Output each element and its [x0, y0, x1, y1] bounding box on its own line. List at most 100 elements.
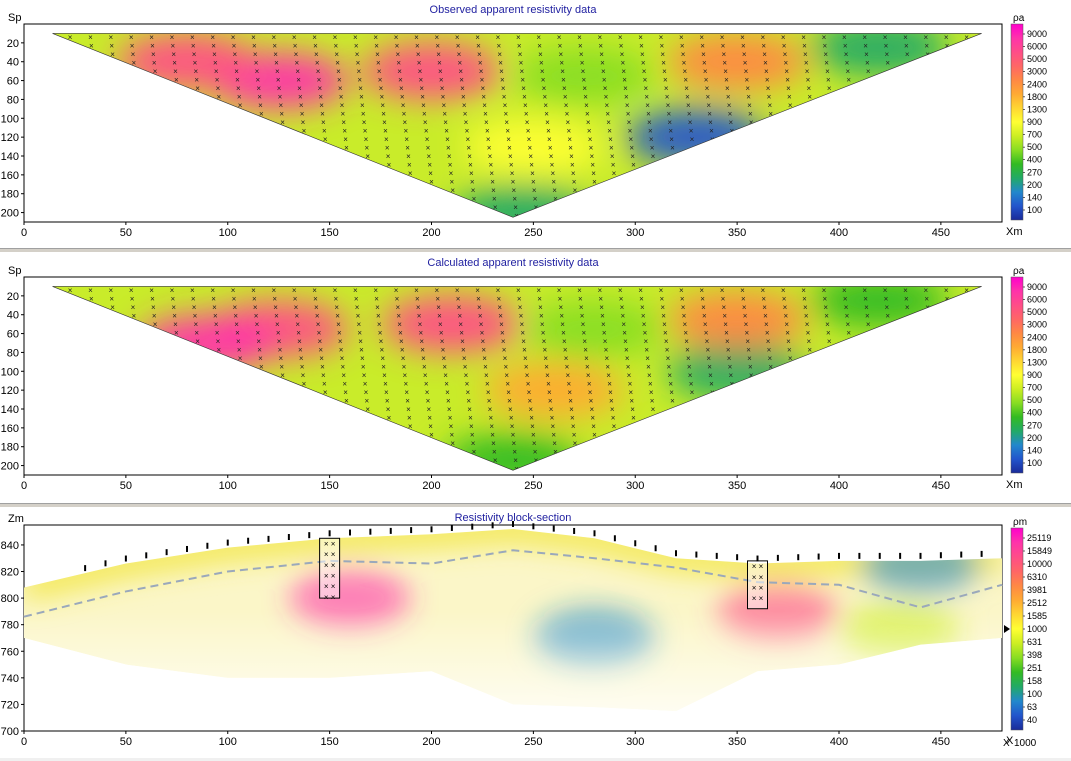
legend-unit-label: ρa: [1013, 13, 1025, 24]
measurement-point: ×: [647, 371, 652, 380]
measurement-point: ×: [437, 312, 442, 321]
measurement-point: ×: [68, 33, 73, 42]
measurement-point: ×: [279, 101, 284, 110]
measurement-point: ×: [365, 152, 370, 161]
borehole-log[interactable]: [747, 560, 768, 610]
block-section-chart: Resistivity block-section Zm X 0 50 100 150 200…: [1, 512, 1052, 749]
borehole-log[interactable]: [319, 537, 341, 599]
measurement-point: ×: [807, 346, 812, 355]
measurement-point: ×: [517, 295, 522, 304]
measurement-point: ×: [491, 186, 496, 195]
y-tick-label: 700: [1, 726, 19, 738]
measurement-point: ×: [520, 320, 525, 329]
measurement-point: ×: [440, 84, 445, 93]
measurement-point: ×: [415, 42, 420, 51]
measurement-point: ×: [621, 67, 626, 76]
measurement-point: ×: [470, 430, 475, 439]
measurement-point: ×: [232, 295, 237, 304]
legend-tick-label: 398: [1027, 650, 1042, 660]
measurement-point: ×: [273, 303, 278, 312]
measurement-point: ×: [340, 354, 345, 363]
measurement-point: ×: [376, 59, 381, 68]
measurement-point: ×: [471, 439, 476, 448]
y-tick-label: 80: [7, 347, 19, 359]
measurement-point: ×: [384, 388, 389, 397]
resistivity-anomaly: [483, 362, 624, 419]
y-tick-label: 160: [1, 423, 19, 435]
legend-tick-label: 400: [1027, 155, 1042, 165]
measurement-point: ×: [258, 354, 263, 363]
measurement-point: ×: [564, 101, 569, 110]
measurement-point: ×: [419, 84, 424, 93]
legend-tick-label: 2400: [1027, 332, 1047, 342]
measurement-point: ×: [648, 380, 653, 389]
legend-tick-label: 140: [1027, 192, 1042, 202]
measurement-point: ×: [662, 320, 667, 329]
measurement-point: ×: [706, 93, 711, 102]
measurement-point: ×: [376, 312, 381, 321]
legend-tick-label: 500: [1027, 142, 1042, 152]
measurement-point: ×: [365, 405, 370, 414]
measurement-point: ×: [191, 295, 196, 304]
measurement-point: ×: [788, 354, 793, 363]
measurement-point: ×: [381, 363, 386, 372]
legend-tick-label: 5000: [1027, 54, 1047, 64]
measurement-point: ×: [705, 84, 710, 93]
measurement-point: ×: [355, 303, 360, 312]
measurement-point: ×: [762, 303, 767, 312]
measurement-point: ×: [802, 295, 807, 304]
measurement-point: ×: [843, 42, 848, 51]
measurement-point: ×: [506, 388, 511, 397]
measurement-point: ×: [745, 84, 750, 93]
pseudosection-outline: [52, 286, 982, 471]
measurement-point: ×: [214, 320, 219, 329]
measurement-point: ×: [464, 118, 469, 127]
measurement-point: ×: [700, 42, 705, 51]
measurement-point: ×: [467, 152, 472, 161]
measurement-point: ×: [569, 405, 574, 414]
y-axis-label: Sp: [8, 12, 21, 24]
measurement-point: ×: [466, 144, 471, 153]
measurement-point: ×: [701, 50, 706, 59]
legend-pointer-icon[interactable]: [1004, 625, 1010, 633]
electrode-marker: [186, 545, 188, 552]
measurement-point: ×: [428, 169, 433, 178]
measurement-point: ×: [530, 169, 535, 178]
measurement-point: ×: [863, 42, 868, 51]
measurement-point: ×: [606, 118, 611, 127]
measurement-point: ×: [582, 329, 587, 338]
measurement-point: ×: [706, 101, 711, 110]
measurement-point: ×: [768, 110, 773, 119]
y-tick-label: 780: [1, 620, 19, 632]
electrode-marker: [512, 520, 514, 527]
calculated-resistivity-chart: Calculated apparent resistivity data Sp Xm…: [1, 257, 1047, 492]
measurement-point: ×: [727, 101, 732, 110]
measurement-point: ×: [826, 76, 831, 85]
measurement-point: ×: [807, 84, 812, 93]
measurement-point: ×: [805, 320, 810, 329]
measurement-point: ×: [603, 337, 608, 346]
x-tick-label: 300: [626, 736, 644, 748]
measurement-point: ×: [724, 76, 729, 85]
measurement-point: ×: [558, 42, 563, 51]
measurement-point: ×: [729, 380, 734, 389]
panel-divider[interactable]: [0, 248, 1071, 253]
measurement-point: ×: [361, 363, 366, 372]
measurement-point: ×: [646, 363, 651, 372]
measurement-point: ×: [403, 118, 408, 127]
y-tick-label: 80: [7, 94, 19, 106]
y-tick-label: 140: [1, 151, 19, 163]
x-tick-label: 250: [524, 736, 542, 748]
measurement-point: ×: [628, 135, 633, 144]
panel-divider[interactable]: [0, 503, 1071, 508]
measurement-point: ×: [944, 33, 949, 42]
measurement-point: ×: [190, 286, 195, 295]
measurement-point: ×: [479, 67, 484, 76]
measurement-point: ×: [537, 42, 542, 51]
measurement-point: ×: [486, 388, 491, 397]
measurement-point: ×: [337, 329, 342, 338]
measurement-point: ×: [456, 295, 461, 304]
measurement-point: ×: [485, 127, 490, 136]
measurement-point: ×: [540, 67, 545, 76]
measurement-point: ×: [396, 312, 401, 321]
